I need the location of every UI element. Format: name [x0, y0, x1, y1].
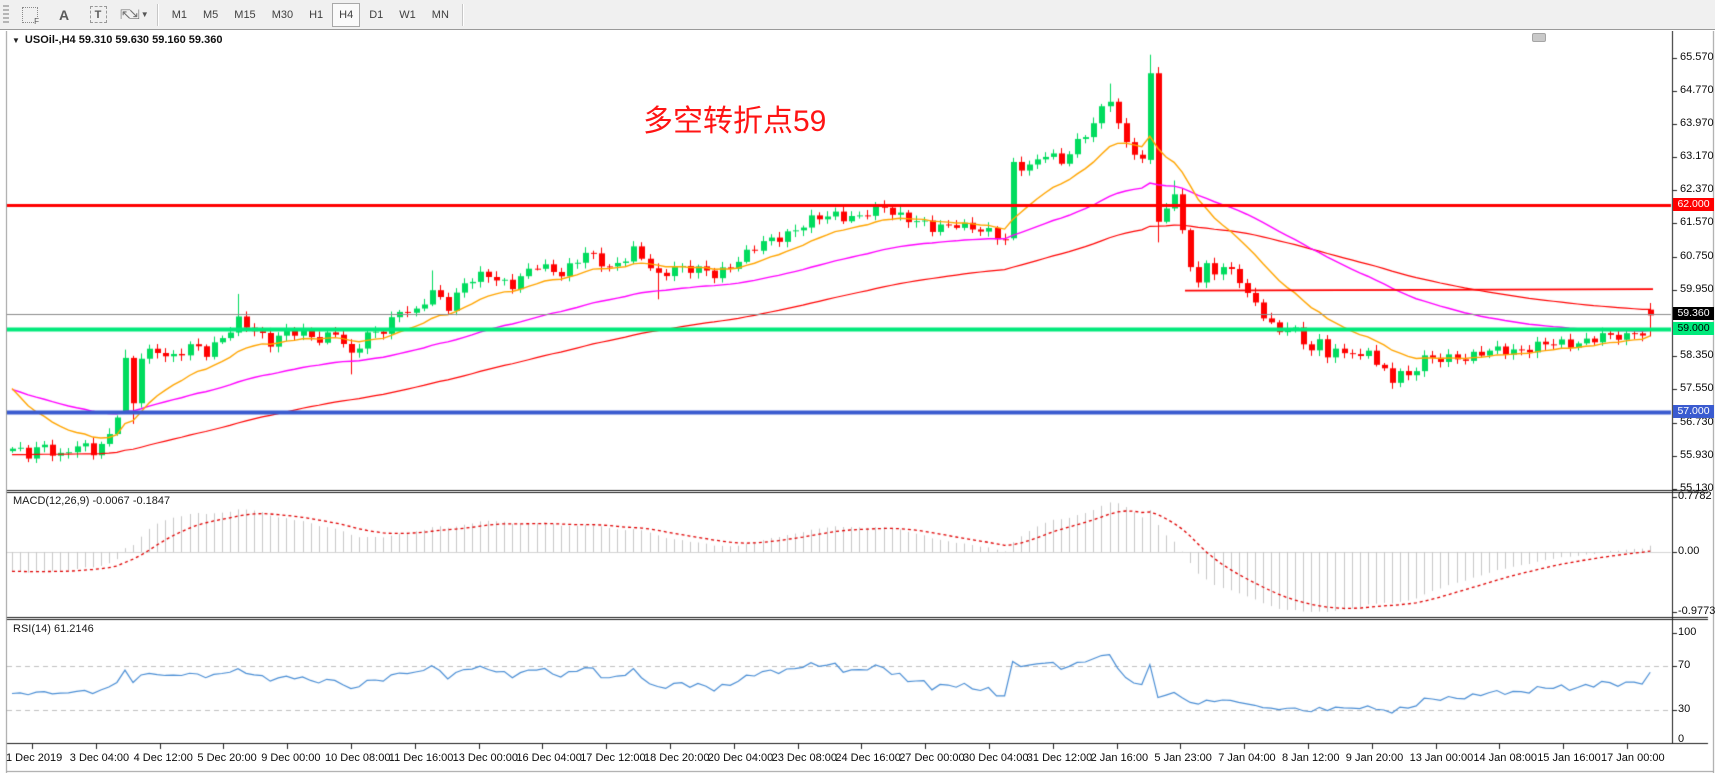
macd-indicator-label: MACD(12,26,9) -0.0067 -0.1847 [13, 495, 171, 507]
price-badge-59.000[interactable]: 59.000 [1673, 322, 1714, 335]
time-axis-label: 9 Dec 00:00 [261, 752, 321, 764]
macd-scale-label: 0.00 [1678, 545, 1700, 557]
time-axis-label: 5 Jan 23:00 [1154, 752, 1212, 764]
timeframe-button-mn[interactable]: MN [431, 8, 449, 21]
time-axis-label: 14 Jan 08:00 [1473, 752, 1538, 764]
toolbar: A T ⇱⇲ ▼ M1 M5 M15 M30 H1 H4 D1 W1 MN [0, 0, 1715, 30]
timeframe-button-m5[interactable]: M5 [203, 8, 219, 21]
font-tool-button[interactable]: A [51, 2, 77, 28]
time-axis-label: 18 Dec 20:00 [644, 752, 710, 764]
chevron-down-icon: ▼ [140, 10, 149, 19]
price-tick-label: 65.570 [1680, 51, 1714, 63]
price-tick-label: 55.930 [1680, 449, 1714, 461]
time-axis-label: 10 Dec 08:00 [325, 752, 391, 764]
grid-f-tool-button[interactable] [17, 2, 43, 28]
font-icon: A [58, 6, 70, 23]
time-axis-label: 7 Jan 04:00 [1218, 752, 1276, 764]
toolbar-separator [461, 3, 464, 26]
arrows-tool-button[interactable]: ⇱⇲ ▼ [119, 2, 150, 28]
price-tick-label: 64.770 [1680, 84, 1714, 96]
timeframe-button-h4[interactable]: H4 [332, 2, 361, 27]
price-badge-59.360[interactable]: 59.360 [1673, 307, 1714, 320]
time-axis-label: 13 Dec 00:00 [452, 752, 519, 764]
time-axis-label: 2 Jan 16:00 [1090, 752, 1149, 764]
time-axis-label: 1 Dec 2019 [6, 752, 63, 764]
text-tool-button[interactable]: T [85, 2, 111, 28]
price-tick-label: 56.730 [1680, 416, 1714, 428]
time-axis-label: 9 Jan 20:00 [1345, 752, 1404, 764]
rsi-panel[interactable] [7, 620, 1671, 744]
time-axis-label: 20 Dec 04:00 [707, 752, 774, 764]
chart-annotation: 多空转折点59 [643, 105, 827, 138]
price-tick-label: 62.370 [1680, 183, 1714, 195]
symbol-ohlc-text: USOil-,H4 59.310 59.630 59.160 59.360 [24, 34, 223, 46]
price-tick-label: 55.130 [1680, 482, 1714, 494]
timeframe-button-w1[interactable]: W1 [399, 8, 416, 21]
rsi-scale-label: 100 [1678, 626, 1697, 638]
price-tick-label: 61.570 [1680, 216, 1714, 228]
toolbar-grip[interactable] [3, 4, 9, 25]
rsi-scale-label: 70 [1678, 659, 1691, 671]
rsi-scale-label: 0 [1678, 733, 1685, 745]
time-axis-label: 13 Jan 00:00 [1409, 752, 1474, 764]
timeframe-button-d1[interactable]: D1 [369, 8, 384, 21]
text-box-icon: T [89, 6, 107, 23]
time-axis-label: 17 Jan 00:00 [1601, 752, 1665, 764]
rsi-indicator-label: RSI(14) 61.2146 [13, 623, 94, 635]
price-tick-label: 57.550 [1680, 382, 1714, 394]
time-axis-label: 11 Dec 16:00 [388, 752, 454, 764]
timeframe-button-h1[interactable]: H1 [309, 8, 324, 21]
macd-scale-label: -0.9773 [1678, 605, 1715, 617]
arrows-icon: ⇱⇲ [120, 6, 140, 22]
macd-panel[interactable] [7, 492, 1671, 618]
time-axis-label: 31 Dec 12:00 [1026, 752, 1093, 764]
timeframe-button-m15[interactable]: M15 [234, 8, 256, 21]
time-axis-label: 8 Jan 12:00 [1282, 752, 1340, 764]
time-axis-label: 17 Dec 12:00 [580, 752, 646, 764]
chart-shift-marker[interactable] [1532, 33, 1546, 42]
price-tick-label: 59.950 [1680, 283, 1714, 295]
chart-canvas[interactable] [0, 31, 1715, 773]
symbol-dropdown-icon[interactable]: ▼ [12, 36, 20, 45]
time-axis-label: 3 Dec 04:00 [69, 752, 130, 764]
time-axis-label: 24 Dec 16:00 [835, 752, 901, 764]
timeframe-button-m1[interactable]: M1 [171, 8, 187, 21]
price-tick-label: 63.970 [1680, 117, 1714, 129]
time-axis-label: 16 Dec 04:00 [516, 752, 582, 764]
grid-f-icon [22, 6, 40, 26]
time-axis-label: 23 Dec 08:00 [771, 752, 838, 764]
price-badge-57.000[interactable]: 57.000 [1673, 405, 1714, 418]
macd-scale-label: 0.7782 [1678, 490, 1712, 502]
time-axis-label: 27 Dec 00:00 [899, 752, 965, 764]
symbol-ohlc-line[interactable]: ▼ USOil-,H4 59.310 59.630 59.160 59.360 [12, 34, 222, 46]
rsi-scale-label: 30 [1678, 703, 1691, 715]
timeframe-button-m30[interactable]: M30 [271, 8, 294, 21]
price-tick-label: 60.750 [1680, 250, 1714, 262]
price-tick-label: 63.170 [1680, 150, 1714, 162]
price-tick-label: 58.350 [1680, 349, 1714, 361]
time-axis-label: 15 Jan 16:00 [1537, 752, 1601, 764]
price-badge-62.000[interactable]: 62.000 [1673, 198, 1714, 211]
toolbar-separator [156, 3, 159, 26]
price-chart-panel[interactable] [7, 31, 1671, 490]
time-axis-label: 5 Dec 20:00 [197, 752, 257, 764]
time-axis-label: 30 Dec 04:00 [963, 752, 1029, 764]
time-axis-label: 4 Dec 12:00 [133, 752, 193, 764]
